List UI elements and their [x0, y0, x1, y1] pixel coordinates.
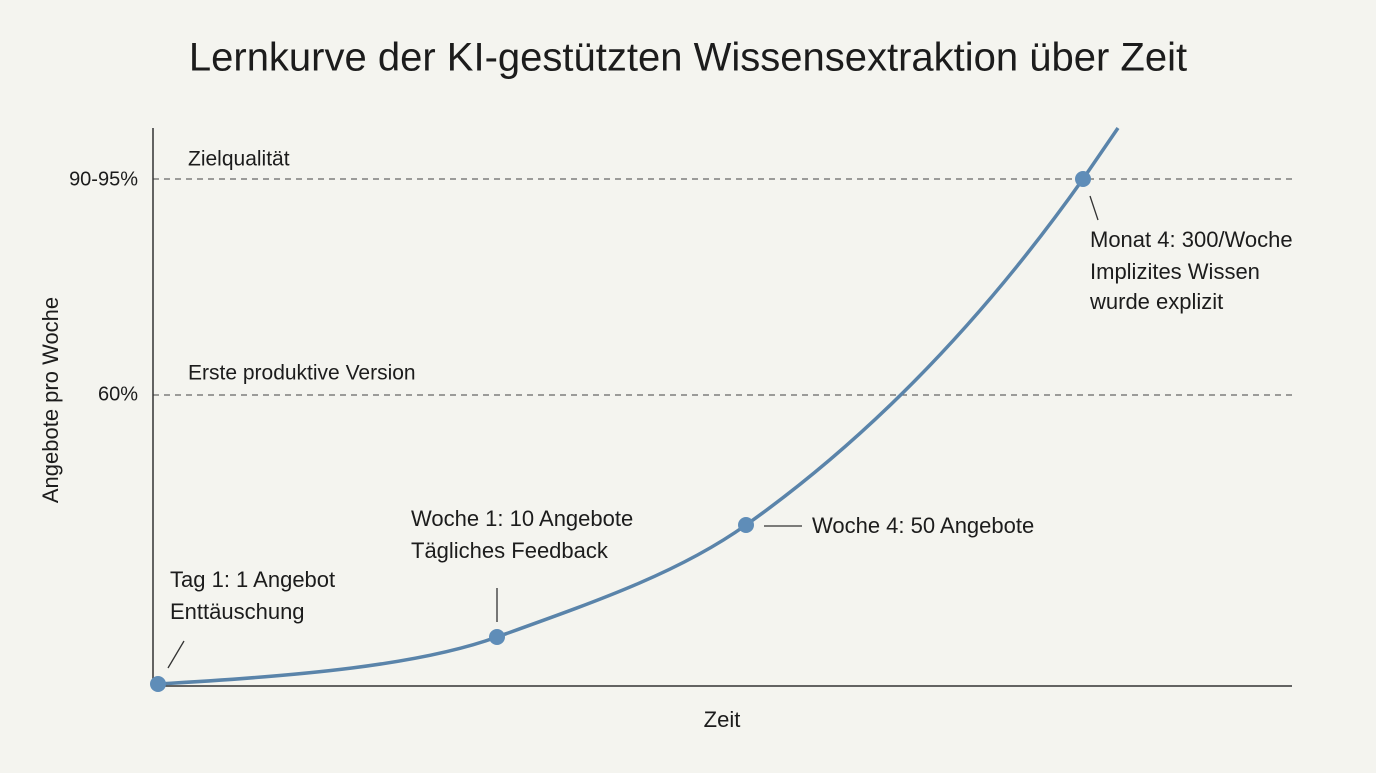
annotation: Woche 1: 10 Angebote [411, 506, 633, 531]
chart-title: Lernkurve der KI-gestützten Wissensextra… [189, 36, 1187, 80]
annotation: wurde explizit [1089, 289, 1223, 314]
y-axis-label: Angebote pro Woche [38, 297, 63, 503]
milestone-point [150, 676, 166, 692]
y-tick-label: 60% [98, 383, 138, 405]
learning-curve [157, 127, 1120, 686]
x-axis-label: Zeit [704, 707, 741, 732]
annotation: Implizites Wissen [1090, 259, 1260, 284]
annotation: Monat 4: 300/Woche [1090, 227, 1293, 252]
annotation: Tägliches Feedback [411, 538, 609, 563]
y-tick-label: 90-95% [69, 168, 138, 190]
milestone-point [489, 629, 505, 645]
milestone-point [1075, 171, 1091, 187]
reference-label: Zielqualität [188, 148, 290, 171]
leader-line [1089, 195, 1099, 221]
milestone-point [738, 517, 754, 533]
annotation: Enttäuschung [170, 599, 305, 624]
leader-line [167, 640, 185, 669]
annotation: Woche 4: 50 Angebote [812, 513, 1034, 538]
reference-label: Erste produktive Version [188, 362, 416, 385]
annotation: Tag 1: 1 Angebot [170, 567, 335, 592]
